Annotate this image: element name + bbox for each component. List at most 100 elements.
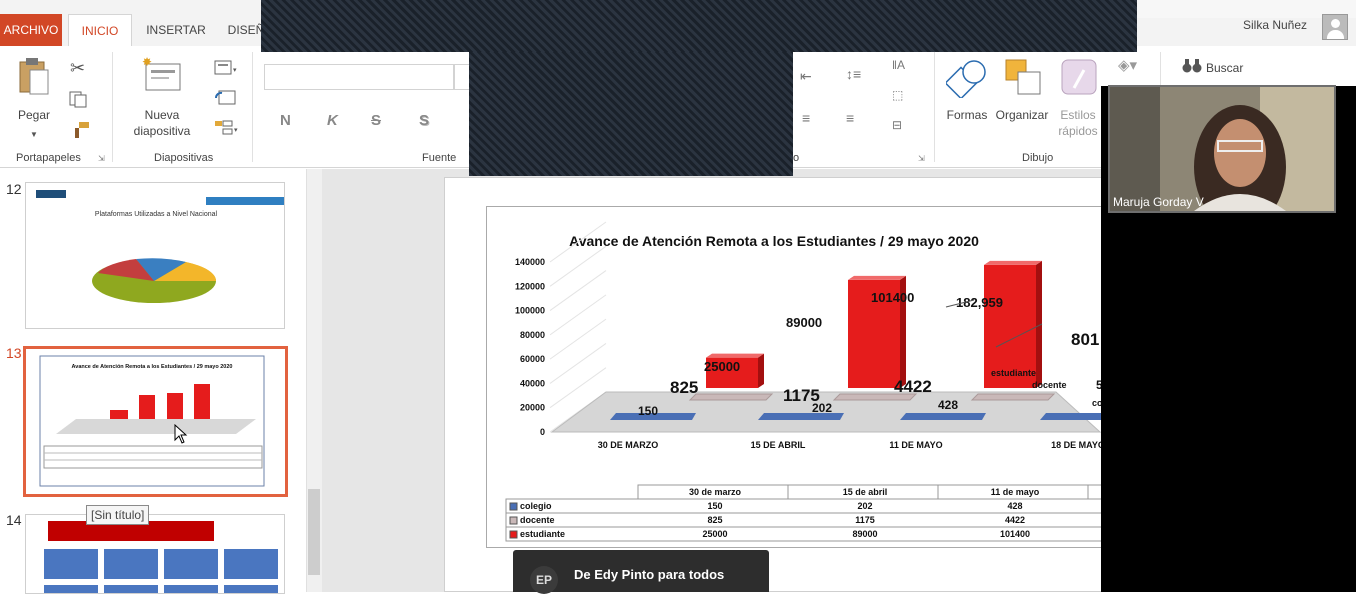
arrange-label[interactable]: Organizar [995, 108, 1049, 122]
slide14-preview [44, 521, 278, 593]
bar-estudiante [984, 264, 1036, 388]
y-tick-label: 80000 [520, 330, 545, 340]
x-axis-label: 18 DE MAYO [1051, 440, 1105, 450]
data-label-estudiante: 25000 [704, 359, 740, 374]
quick-styles-label[interactable]: Estilos [1060, 108, 1096, 122]
y-tick-label: 60000 [520, 354, 545, 364]
line-spacing-icon[interactable]: ↕≡ [846, 66, 862, 82]
tab-home[interactable]: INICIO [68, 14, 132, 46]
x-axis-labels: 30 DE MARZO 15 DE ABRIL 11 DE MAYO 18 DE MA… [598, 440, 1105, 450]
shapes-label[interactable]: Formas [946, 108, 988, 122]
bar-estudiante-side [900, 275, 906, 388]
paste-label[interactable]: Pegar [17, 108, 51, 122]
slide-number-13: 13 [6, 345, 22, 361]
data-label-estudiante: 182,959 [956, 295, 1003, 310]
tab-design[interactable]: DISEÑ [227, 23, 265, 37]
reset-slide-icon[interactable] [214, 90, 236, 106]
columns-icon[interactable]: ≡ [846, 110, 855, 126]
bar-estudiante-top [848, 275, 906, 280]
search-button[interactable]: Buscar [1206, 61, 1244, 75]
cut-icon[interactable]: ✂ [70, 58, 86, 78]
chat-notification-text: De Edy Pinto para todos [574, 567, 725, 582]
section-icon[interactable]: ▾ [214, 120, 242, 136]
gridline [549, 367, 607, 409]
table-row-label: docente [520, 515, 555, 525]
slide13-preview: Avance de Atención Remota a los Estudian… [39, 355, 265, 487]
table-row [505, 526, 1106, 542]
paragraph-launcher-icon[interactable]: ⇲ [918, 154, 925, 163]
participant-video[interactable] [1108, 85, 1336, 213]
data-label-colegio: 5 [1096, 378, 1103, 392]
layout-icon[interactable]: ▾ [214, 60, 242, 76]
decrease-indent-icon[interactable]: ⇤ [800, 68, 812, 84]
bar-estudiante [848, 279, 900, 388]
new-slide-label-2[interactable]: diapositiva [133, 124, 191, 138]
bar-colegio [610, 413, 696, 420]
paste-icon[interactable] [18, 58, 50, 96]
arrange-icon[interactable] [1004, 58, 1044, 98]
data-label-colegio: 202 [812, 401, 832, 415]
svg-text:✸: ✸ [142, 56, 152, 69]
table-cell: 825 [707, 515, 722, 525]
slide-number-14: 14 [6, 512, 22, 528]
text-direction-icon[interactable]: ‖A [892, 58, 905, 72]
font-size-combobox[interactable] [454, 64, 470, 90]
binoculars-icon[interactable] [1182, 58, 1202, 74]
thumbnail-scrollbar-thumb[interactable] [308, 489, 320, 575]
clipboard-group-label: Portapapeles [16, 152, 81, 164]
data-label-docente: 4422 [894, 377, 932, 396]
shadow-button[interactable]: S [419, 112, 430, 129]
floor-label-estudiante: estudiante [991, 368, 1036, 378]
shape-fill-icon[interactable]: ◈▾ [1118, 57, 1138, 74]
user-avatar-icon[interactable] [1322, 14, 1348, 40]
y-tick-label: 20000 [520, 403, 545, 413]
italic-button[interactable]: K [327, 112, 338, 129]
separator [112, 52, 113, 162]
y-tick-label: 100000 [515, 306, 545, 316]
table-cell: 428 [1007, 501, 1022, 511]
legend-key [509, 502, 518, 511]
table-cell: 4422 [1005, 515, 1025, 525]
align-text-icon[interactable]: ⬚ [892, 88, 904, 102]
chart-floor [550, 391, 1102, 433]
svg-text:▾: ▾ [234, 127, 238, 134]
new-slide-icon[interactable]: ✸ [142, 55, 182, 94]
slide-thumbnail-14[interactable] [25, 514, 285, 594]
obscured-overlay [261, 0, 1137, 52]
format-painter-icon[interactable] [72, 122, 90, 138]
slide-thumbnail-12[interactable]: Plataformas Utilizadas a Nivel Nacional [25, 182, 285, 329]
bar-estudiante-side [758, 353, 764, 388]
thumbnail-scrollbar[interactable] [306, 169, 322, 592]
shapes-icon[interactable] [944, 58, 990, 100]
bar-estudiante-side [1036, 260, 1042, 388]
mouse-cursor-icon [174, 423, 188, 444]
quick-styles-icon[interactable] [1060, 58, 1100, 98]
floor-label-docente: docente [1032, 380, 1067, 390]
new-slide-label[interactable]: Nueva [144, 108, 180, 122]
x-axis-label: 11 DE MAYO [889, 440, 942, 450]
tab-insert[interactable]: INSERTAR [146, 23, 206, 37]
bold-button[interactable]: N [280, 112, 291, 129]
paste-dropdown-icon[interactable]: ▼ [30, 130, 38, 139]
separator [934, 52, 935, 162]
smartart-icon[interactable]: ⊟ [892, 118, 903, 132]
participant-name: Maruja Gorday V [1113, 195, 1204, 209]
font-name-combobox[interactable] [264, 64, 454, 90]
legend-key [509, 530, 518, 539]
bar-estudiante-top [706, 353, 764, 358]
tab-file[interactable]: ARCHIVO [0, 14, 62, 46]
y-tick-label: 40000 [520, 378, 545, 388]
paragraph-group-label: o [793, 152, 800, 164]
bar-docente [688, 393, 774, 401]
copy-icon[interactable] [68, 90, 90, 108]
quick-styles-label-2[interactable]: rápidos [1058, 124, 1098, 138]
chart-svg: Avance de Atención Remota a los Estudian… [505, 221, 1106, 542]
justify-icon[interactable]: ≡ [802, 110, 811, 126]
strikethrough-button[interactable]: S [371, 112, 382, 129]
user-name[interactable]: Silka Nuñez [1243, 18, 1308, 32]
bar-estudiante [706, 357, 758, 388]
table-row-label: estudiante [520, 529, 565, 539]
slide-thumbnail-pane: 12 Plataformas Utilizadas a Nivel Nacion… [0, 169, 322, 594]
clipboard-launcher-icon[interactable]: ⇲ [98, 154, 105, 163]
slide-thumbnail-13-selected[interactable]: Avance de Atención Remota a los Estudian… [23, 346, 288, 497]
